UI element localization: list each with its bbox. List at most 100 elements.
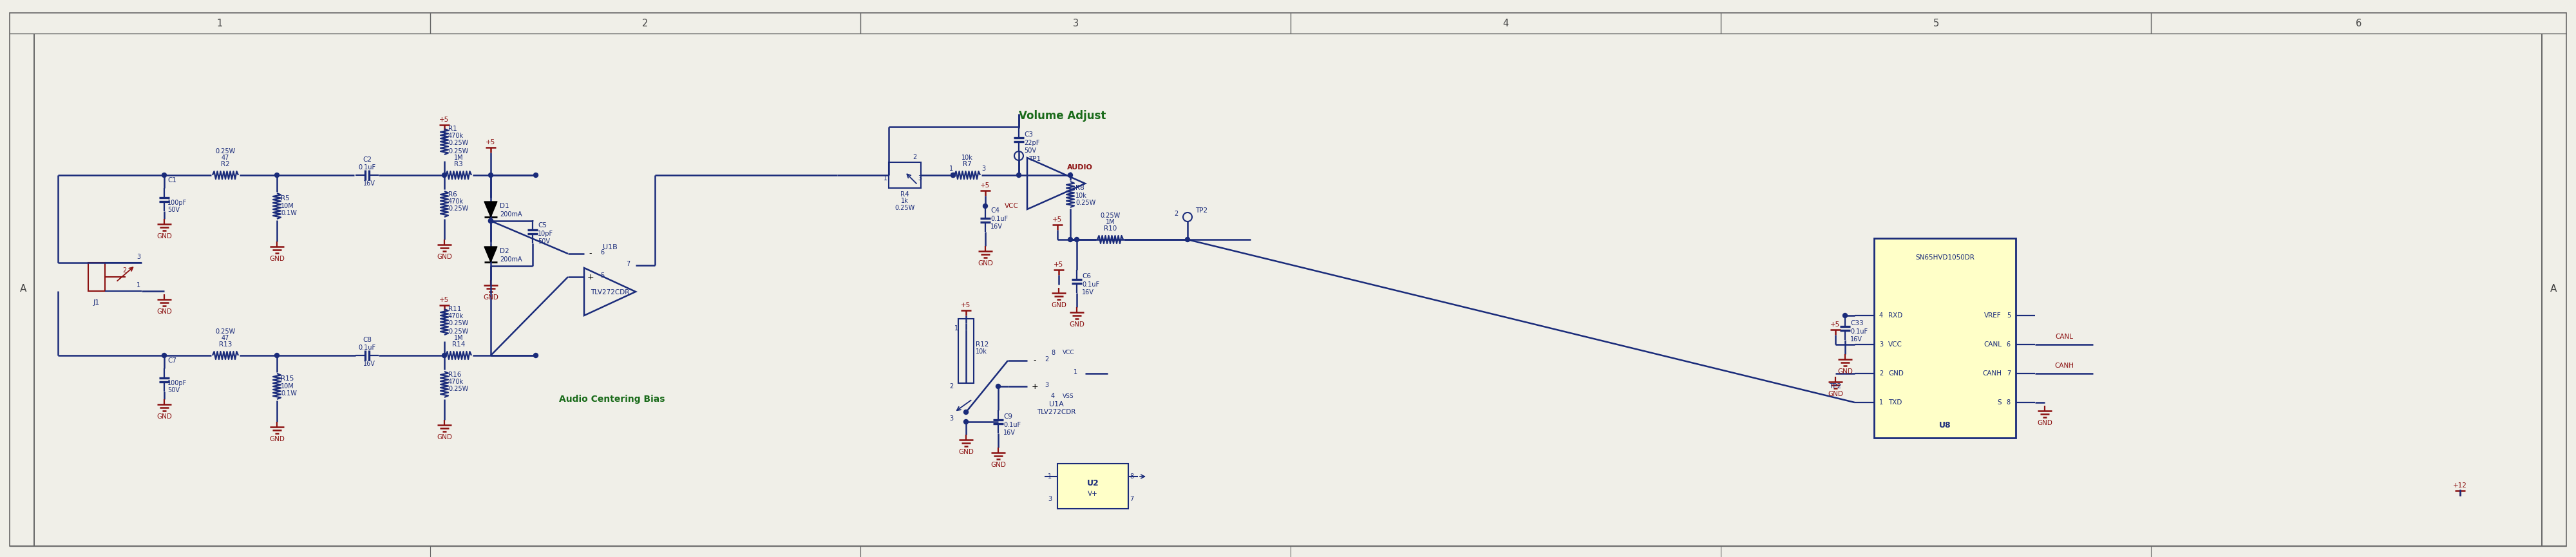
Text: 470k: 470k bbox=[448, 198, 464, 205]
Text: 1M: 1M bbox=[453, 335, 464, 341]
Text: +5: +5 bbox=[1054, 216, 1061, 223]
Circle shape bbox=[1069, 173, 1072, 177]
Circle shape bbox=[162, 173, 167, 177]
Text: R2: R2 bbox=[222, 161, 229, 168]
Text: 2: 2 bbox=[948, 383, 953, 389]
Circle shape bbox=[963, 410, 969, 414]
Text: 3: 3 bbox=[981, 165, 987, 172]
Text: 3: 3 bbox=[948, 416, 953, 422]
Text: 2: 2 bbox=[641, 18, 649, 28]
Text: 0.1W: 0.1W bbox=[281, 210, 296, 216]
Circle shape bbox=[489, 218, 492, 223]
Text: 1: 1 bbox=[216, 18, 224, 28]
Text: A: A bbox=[2550, 284, 2558, 294]
Text: 4: 4 bbox=[1502, 18, 1510, 28]
Text: 8: 8 bbox=[1051, 350, 1056, 356]
Text: 7: 7 bbox=[626, 261, 631, 267]
Text: 10pF: 10pF bbox=[538, 231, 554, 237]
Text: 0.1uF: 0.1uF bbox=[1005, 422, 1020, 428]
Text: CANL: CANL bbox=[2056, 334, 2074, 340]
Text: CANL: CANL bbox=[1984, 341, 2002, 348]
Text: R8: R8 bbox=[1077, 185, 1084, 191]
Text: 16V: 16V bbox=[1005, 429, 1015, 436]
Text: TLV272CDR: TLV272CDR bbox=[590, 289, 629, 296]
Text: GND: GND bbox=[1829, 391, 1842, 397]
Text: 16V: 16V bbox=[363, 180, 376, 187]
Text: GND: GND bbox=[1888, 370, 1904, 377]
Text: 0.25W: 0.25W bbox=[894, 205, 914, 211]
Text: R10: R10 bbox=[1103, 226, 1118, 232]
Text: +5: +5 bbox=[487, 139, 495, 145]
Text: GND: GND bbox=[1069, 321, 1084, 328]
Text: VCC: VCC bbox=[1064, 350, 1074, 356]
Text: 7: 7 bbox=[2007, 370, 2009, 377]
Bar bbox=[1059, 463, 1128, 509]
Text: 50V: 50V bbox=[167, 387, 180, 393]
Text: 0.25W: 0.25W bbox=[448, 320, 469, 326]
Text: C7: C7 bbox=[167, 358, 178, 364]
Text: U8: U8 bbox=[1940, 421, 1950, 429]
Text: C9: C9 bbox=[1005, 413, 1012, 420]
Text: 6: 6 bbox=[2354, 18, 2362, 28]
Circle shape bbox=[443, 353, 446, 358]
Text: 0.1uF: 0.1uF bbox=[358, 164, 376, 170]
Text: 3: 3 bbox=[917, 175, 922, 182]
Text: 470k: 470k bbox=[448, 379, 464, 385]
Circle shape bbox=[162, 353, 167, 358]
Text: 8: 8 bbox=[1128, 473, 1133, 480]
Circle shape bbox=[443, 173, 446, 177]
Text: 16V: 16V bbox=[992, 223, 1002, 230]
Text: CANH: CANH bbox=[2056, 363, 2074, 369]
Text: GND: GND bbox=[270, 436, 283, 442]
Text: 1M: 1M bbox=[453, 154, 464, 161]
Text: R16: R16 bbox=[448, 372, 461, 378]
Circle shape bbox=[533, 353, 538, 358]
Text: 6: 6 bbox=[2007, 341, 2009, 348]
Text: GND: GND bbox=[2038, 420, 2053, 426]
Text: 0.25W: 0.25W bbox=[216, 329, 234, 335]
Text: D1: D1 bbox=[500, 203, 510, 209]
Text: C6: C6 bbox=[1082, 273, 1092, 280]
Text: 200mA: 200mA bbox=[500, 256, 523, 263]
Text: R6: R6 bbox=[448, 191, 456, 198]
Text: GND: GND bbox=[157, 233, 173, 240]
Text: 8: 8 bbox=[2007, 399, 2009, 405]
Text: Audio Centering Bias: Audio Centering Bias bbox=[559, 395, 665, 404]
Text: 2: 2 bbox=[121, 267, 126, 273]
Text: C4: C4 bbox=[992, 207, 999, 214]
Text: GND: GND bbox=[484, 294, 497, 301]
Text: 1: 1 bbox=[137, 282, 142, 289]
Text: 200mA: 200mA bbox=[500, 211, 523, 218]
Text: 1: 1 bbox=[948, 165, 953, 172]
Circle shape bbox=[276, 173, 278, 177]
Circle shape bbox=[951, 173, 956, 177]
Text: +5: +5 bbox=[440, 297, 448, 304]
Text: CANH: CANH bbox=[1984, 370, 2002, 377]
Text: SN65HVD1050DR: SN65HVD1050DR bbox=[1917, 255, 1973, 261]
Text: A: A bbox=[21, 284, 26, 294]
Text: TP1: TP1 bbox=[1028, 156, 1041, 162]
Text: 0.25W: 0.25W bbox=[216, 148, 234, 154]
Circle shape bbox=[533, 173, 538, 177]
Text: 100pF: 100pF bbox=[167, 380, 188, 387]
Text: 0.1W: 0.1W bbox=[281, 390, 296, 397]
Text: GND: GND bbox=[1837, 368, 1852, 375]
Text: -: - bbox=[1033, 356, 1036, 365]
Text: 10k: 10k bbox=[961, 154, 974, 161]
Text: D2: D2 bbox=[500, 248, 510, 255]
Text: 2: 2 bbox=[1175, 211, 1177, 217]
Text: -: - bbox=[590, 250, 592, 258]
Text: 6: 6 bbox=[600, 249, 605, 256]
Text: 3: 3 bbox=[1048, 496, 1051, 502]
Text: R13: R13 bbox=[219, 341, 232, 348]
Text: 50V: 50V bbox=[167, 207, 180, 213]
Text: 3: 3 bbox=[1043, 382, 1048, 388]
Text: TXD: TXD bbox=[1888, 399, 1901, 405]
Text: 22pF: 22pF bbox=[1025, 140, 1041, 146]
Text: 0.25W: 0.25W bbox=[448, 140, 469, 146]
Text: 5: 5 bbox=[2007, 312, 2009, 319]
Circle shape bbox=[984, 204, 987, 208]
Text: R5: R5 bbox=[281, 195, 289, 202]
Text: Volume Adjust: Volume Adjust bbox=[1020, 110, 1105, 121]
Text: C8: C8 bbox=[363, 337, 371, 343]
